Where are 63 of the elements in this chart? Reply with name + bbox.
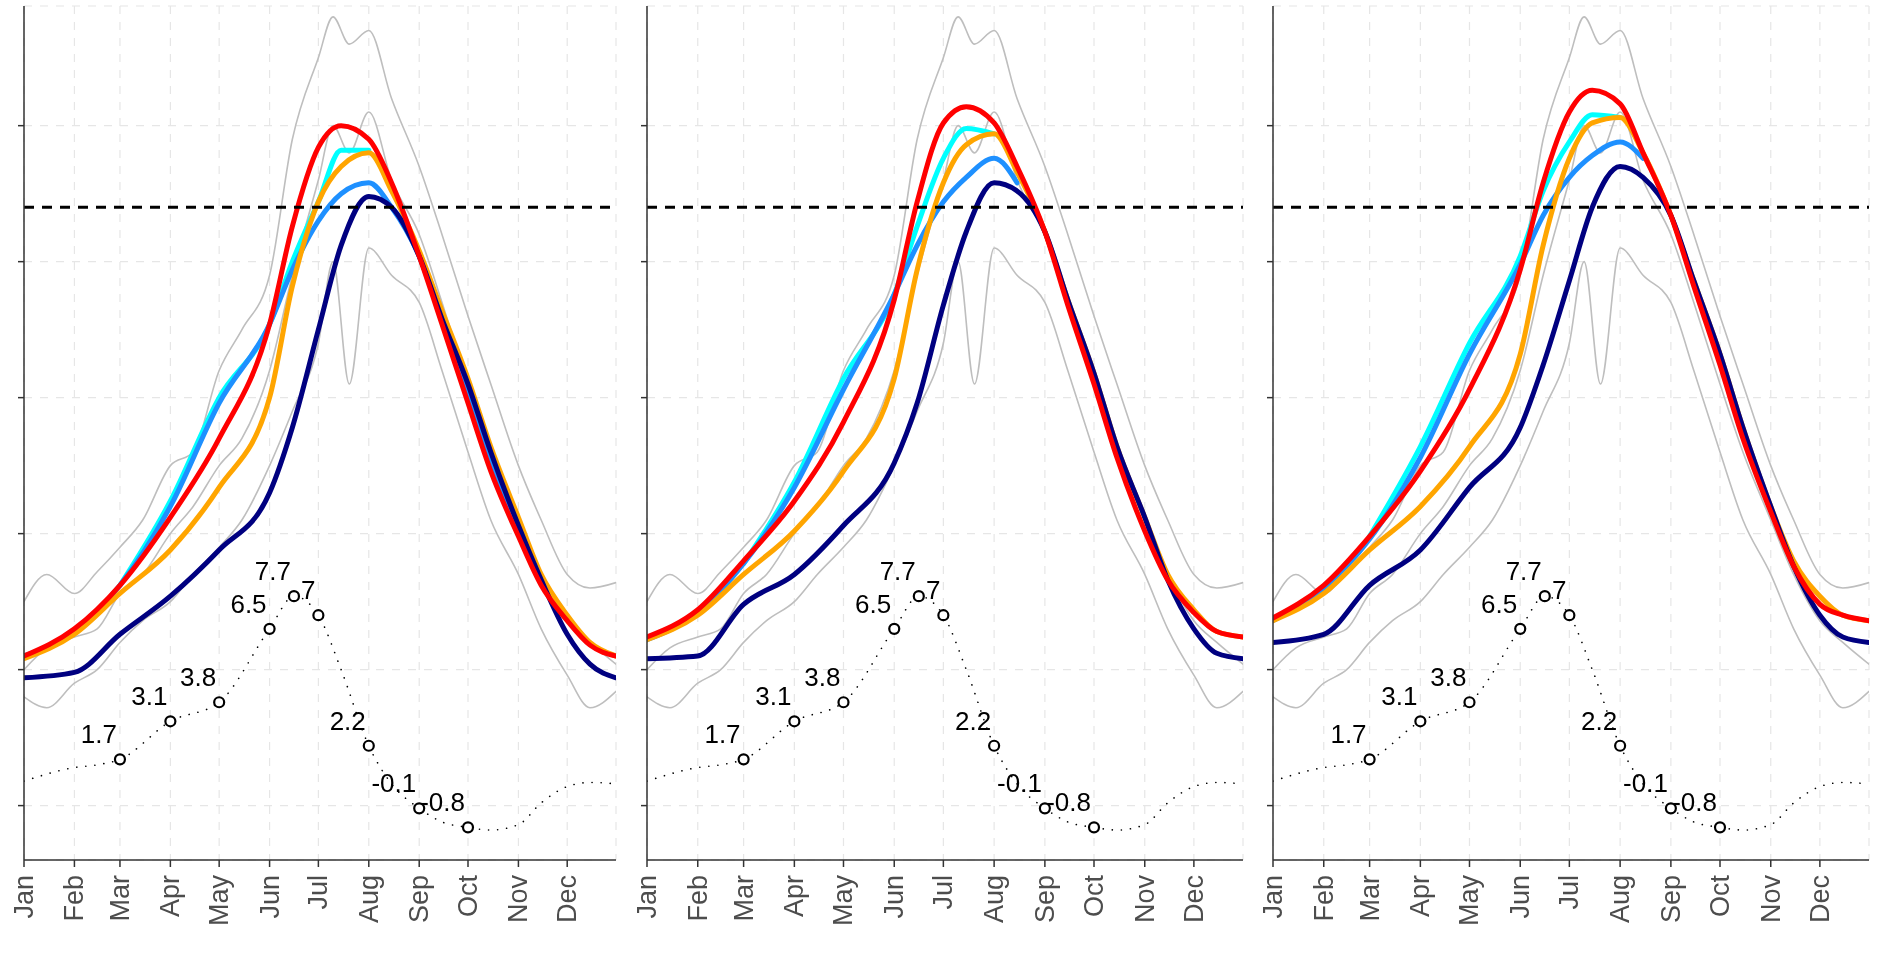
x-tick-label: Mar [104, 874, 135, 922]
data-label: 7.7 [879, 556, 916, 587]
data-label: 6.5 [1481, 588, 1518, 619]
x-tick-label: Nov [503, 874, 534, 924]
x-tick-label: Jul [303, 875, 334, 910]
data-label: 2.2 [954, 705, 992, 736]
x-tick-label: Sep [1029, 875, 1060, 924]
data-label: 3.1 [1381, 681, 1418, 712]
x-tick-label: Sep [404, 875, 435, 924]
x-tick-label: Apr [779, 875, 810, 918]
data-label: 1.7 [80, 719, 117, 750]
x-tick-label: Jul [1554, 875, 1585, 910]
x-tick-label: Jun [879, 875, 910, 919]
data-label: -0.8 [1672, 787, 1717, 818]
data-label: -0.8 [420, 787, 465, 818]
x-tick-label: Oct [1079, 874, 1109, 918]
x-tick-label: Dec [552, 875, 583, 924]
x-tick-label: Mar [1354, 874, 1385, 922]
x-tick-label: Dec [1804, 875, 1835, 924]
data-label: 6.5 [230, 588, 267, 619]
x-tick-label: Apr [1405, 875, 1436, 918]
data-label: 7.7 [254, 556, 291, 587]
data-label: 7 [1551, 575, 1567, 606]
x-tick-label: Nov [1755, 874, 1786, 924]
x-tick-label: Nov [1129, 874, 1160, 924]
data-label: -0.1 [371, 768, 417, 799]
x-tick-label: Jun [1505, 875, 1536, 919]
x-tick-label: Jan [1258, 875, 1288, 919]
data-label: 3.1 [755, 681, 792, 712]
x-tick-label: Aug [979, 875, 1010, 924]
x-tick-label: May [828, 874, 859, 927]
data-label: 6.5 [855, 588, 892, 619]
x-tick-label: Oct [453, 874, 483, 918]
x-tick-label: Jun [254, 875, 285, 919]
data-label: 3.1 [131, 681, 168, 712]
x-tick-label: Sep [1655, 875, 1686, 924]
x-tick-label: Feb [59, 875, 90, 922]
data-label: 2.2 [1580, 705, 1618, 736]
data-label: 3.8 [180, 662, 217, 693]
x-tick-label: Feb [682, 875, 713, 922]
data-label: -0.1 [1623, 768, 1668, 799]
x-tick-label: Jan [9, 875, 39, 919]
x-tick-label: Jan [632, 875, 662, 919]
x-tick-label: Aug [353, 875, 384, 924]
x-tick-label: May [204, 874, 235, 927]
x-tick-label: Mar [728, 874, 759, 922]
x-tick-label: Jul [928, 875, 959, 910]
x-tick-label: Oct [1705, 874, 1735, 918]
data-label: 7 [300, 575, 316, 606]
data-label: 3.8 [1430, 662, 1467, 693]
data-label: 7.7 [1505, 556, 1542, 587]
x-tick-label: May [1454, 874, 1485, 927]
data-label: -0.1 [997, 768, 1042, 799]
data-label: -0.8 [1046, 787, 1091, 818]
x-tick-label: Feb [1308, 875, 1339, 922]
data-label: 3.8 [804, 662, 841, 693]
data-label: 1.7 [1330, 719, 1367, 750]
data-label: 2.2 [329, 705, 366, 736]
x-tick-label: Aug [1605, 875, 1636, 924]
data-label: 7 [925, 575, 941, 606]
data-label: 1.7 [704, 719, 741, 750]
x-tick-label: Dec [1178, 875, 1209, 924]
x-tick-label: Apr [155, 875, 186, 918]
